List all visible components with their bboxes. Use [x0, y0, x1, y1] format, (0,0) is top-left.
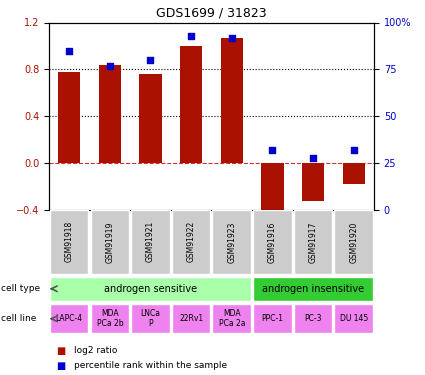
Point — [106, 63, 113, 69]
Text: cell line: cell line — [1, 314, 37, 323]
Text: androgen sensitive: androgen sensitive — [104, 284, 197, 294]
Bar — [253, 277, 373, 301]
Bar — [172, 210, 210, 274]
Text: androgen insensitive: androgen insensitive — [262, 284, 364, 294]
Bar — [50, 277, 251, 301]
Bar — [334, 304, 373, 333]
Bar — [343, 163, 365, 184]
Bar — [294, 210, 332, 274]
Text: LAPC-4: LAPC-4 — [56, 314, 83, 323]
Bar — [253, 304, 292, 333]
Bar — [212, 210, 251, 274]
Text: DU 145: DU 145 — [340, 314, 368, 323]
Bar — [91, 210, 129, 274]
Bar — [99, 64, 121, 163]
Bar — [50, 304, 88, 333]
Bar — [58, 72, 80, 163]
Bar — [294, 304, 332, 333]
Text: PPC-1: PPC-1 — [261, 314, 283, 323]
Text: ■: ■ — [57, 346, 70, 355]
Point — [188, 33, 195, 39]
Text: GSM91923: GSM91923 — [227, 221, 236, 262]
Text: cell type: cell type — [1, 284, 40, 293]
Text: GSM91917: GSM91917 — [309, 221, 317, 262]
Bar — [334, 210, 373, 274]
Text: GSM91918: GSM91918 — [65, 221, 74, 262]
Bar — [253, 210, 292, 274]
Text: GSM91921: GSM91921 — [146, 221, 155, 262]
Bar — [131, 210, 170, 274]
Text: ■: ■ — [57, 361, 70, 370]
Bar — [212, 304, 251, 333]
Text: GSM91920: GSM91920 — [349, 221, 358, 262]
Text: MDA
PCa 2b: MDA PCa 2b — [96, 309, 123, 328]
Bar — [139, 74, 162, 163]
Point — [310, 154, 317, 160]
Text: log2 ratio: log2 ratio — [74, 346, 118, 355]
Text: percentile rank within the sample: percentile rank within the sample — [74, 361, 227, 370]
Bar — [302, 163, 324, 201]
Bar — [180, 46, 202, 163]
Bar — [91, 304, 129, 333]
Text: MDA
PCa 2a: MDA PCa 2a — [218, 309, 245, 328]
Text: GSM91916: GSM91916 — [268, 221, 277, 262]
Text: GSM91919: GSM91919 — [105, 221, 114, 262]
Point — [147, 57, 154, 63]
Point — [269, 147, 276, 153]
Text: 22Rv1: 22Rv1 — [179, 314, 203, 323]
Text: GSM91922: GSM91922 — [187, 221, 196, 262]
Bar — [131, 304, 170, 333]
Bar — [172, 304, 210, 333]
Point — [350, 147, 357, 153]
Bar — [221, 38, 243, 163]
Point — [66, 48, 73, 54]
Text: LNCa
P: LNCa P — [141, 309, 161, 328]
Text: PC-3: PC-3 — [304, 314, 322, 323]
Bar — [50, 210, 88, 274]
Title: GDS1699 / 31823: GDS1699 / 31823 — [156, 7, 267, 20]
Bar — [261, 163, 283, 216]
Point — [228, 34, 235, 40]
